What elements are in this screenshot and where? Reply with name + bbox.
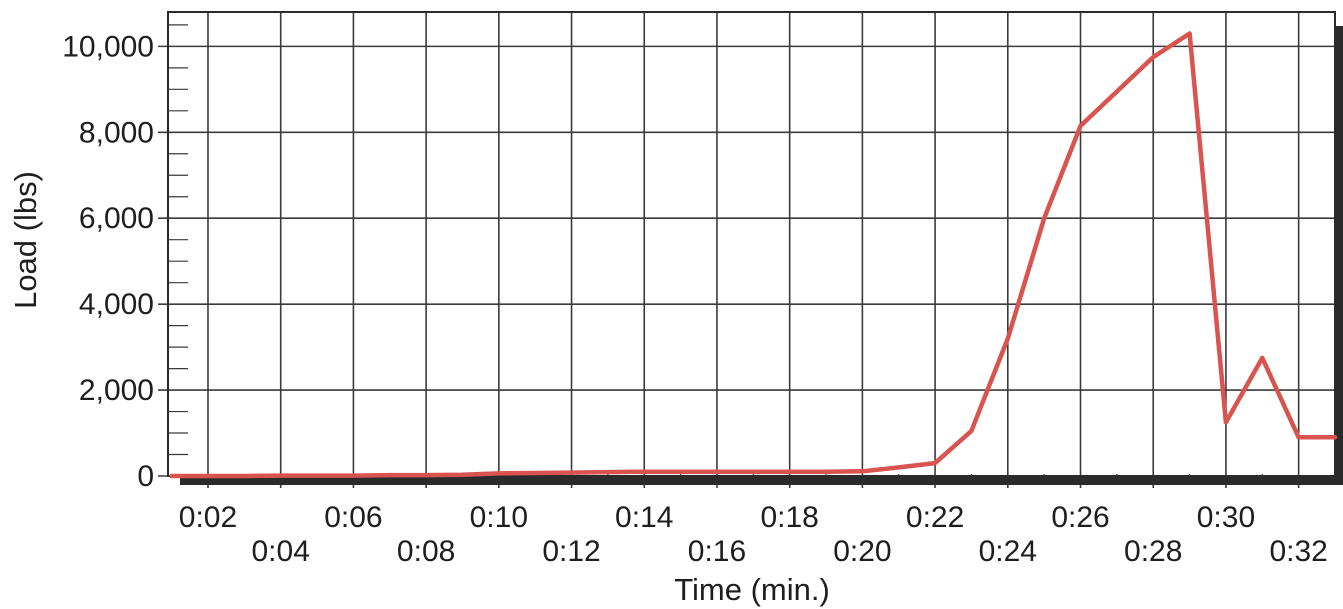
x-tick-label: 0:18 <box>760 501 818 534</box>
data-point <box>1151 55 1155 59</box>
x-tick-labels: 0:02 0:04 0:06 0:08 0:10 0:12 0:14 0:16 0:18 0:20… <box>179 501 1328 568</box>
x-tick-label: 0:04 <box>252 535 310 568</box>
y-tick-label: 8,000 <box>79 116 154 149</box>
data-point <box>606 470 610 474</box>
y-tick-labels: 0 2,000 4,000 6,000 8,000 10,000 <box>62 30 154 493</box>
x-tick-label: 0:28 <box>1124 535 1182 568</box>
x-tick-label: 0:06 <box>324 501 382 534</box>
data-point <box>461 473 464 477</box>
data-point <box>897 465 901 469</box>
bottom-shadow <box>180 476 1343 485</box>
x-tick-label: 0:32 <box>1269 535 1327 568</box>
x-tick-label: 0:26 <box>1051 501 1109 534</box>
data-point <box>497 471 501 475</box>
grid <box>158 12 1335 488</box>
x-tick-label: 0:14 <box>615 501 673 534</box>
data-point <box>1006 337 1010 340</box>
data-point <box>1333 435 1337 439</box>
axis-shadow <box>180 26 1343 485</box>
data-point <box>242 474 246 478</box>
series-layer <box>169 31 1338 479</box>
x-tick-label: 0:20 <box>833 535 891 568</box>
y-tick-label: 6,000 <box>79 202 154 235</box>
y-tick-label: 10,000 <box>62 30 154 63</box>
data-point <box>715 470 719 474</box>
data-point <box>1188 32 1192 35</box>
data-point <box>1115 90 1119 93</box>
x-tick-label: 0:24 <box>979 535 1037 568</box>
data-point <box>170 474 174 478</box>
data-point <box>751 470 755 474</box>
data-point <box>1224 420 1228 424</box>
data-point <box>824 470 828 474</box>
data-point <box>969 429 973 433</box>
data-point <box>1297 435 1301 439</box>
data-point <box>315 474 319 478</box>
x-tick-label: 0:22 <box>906 501 964 534</box>
y-tick-label: 0 <box>137 460 154 493</box>
data-point <box>788 470 792 474</box>
x-tick-label: 0:02 <box>179 501 237 534</box>
data-point <box>642 470 646 474</box>
x-tick-label: 0:08 <box>397 535 455 568</box>
data-point <box>933 461 937 465</box>
data-point <box>388 473 392 477</box>
data-point <box>351 474 355 478</box>
data-point <box>1079 124 1082 128</box>
y-axis-title: Load (lbs) <box>8 171 43 309</box>
x-tick-label: 0:16 <box>688 535 746 568</box>
y-tick-label: 2,000 <box>79 374 154 407</box>
data-point <box>206 474 210 478</box>
right-shadow <box>1335 26 1343 485</box>
data-point <box>533 471 537 475</box>
data-point <box>1260 356 1264 360</box>
x-axis-title: Time (min.) <box>674 572 830 607</box>
x-tick-label: 0:10 <box>470 501 528 534</box>
x-tick-label: 0:30 <box>1197 501 1255 534</box>
data-point <box>1042 216 1046 220</box>
data-point <box>279 474 283 478</box>
data-point <box>860 469 864 473</box>
data-point <box>424 473 428 477</box>
x-tick-label: 0:12 <box>542 535 600 568</box>
data-point <box>679 470 683 474</box>
data-point <box>570 471 573 475</box>
y-tick-label: 4,000 <box>79 288 154 321</box>
